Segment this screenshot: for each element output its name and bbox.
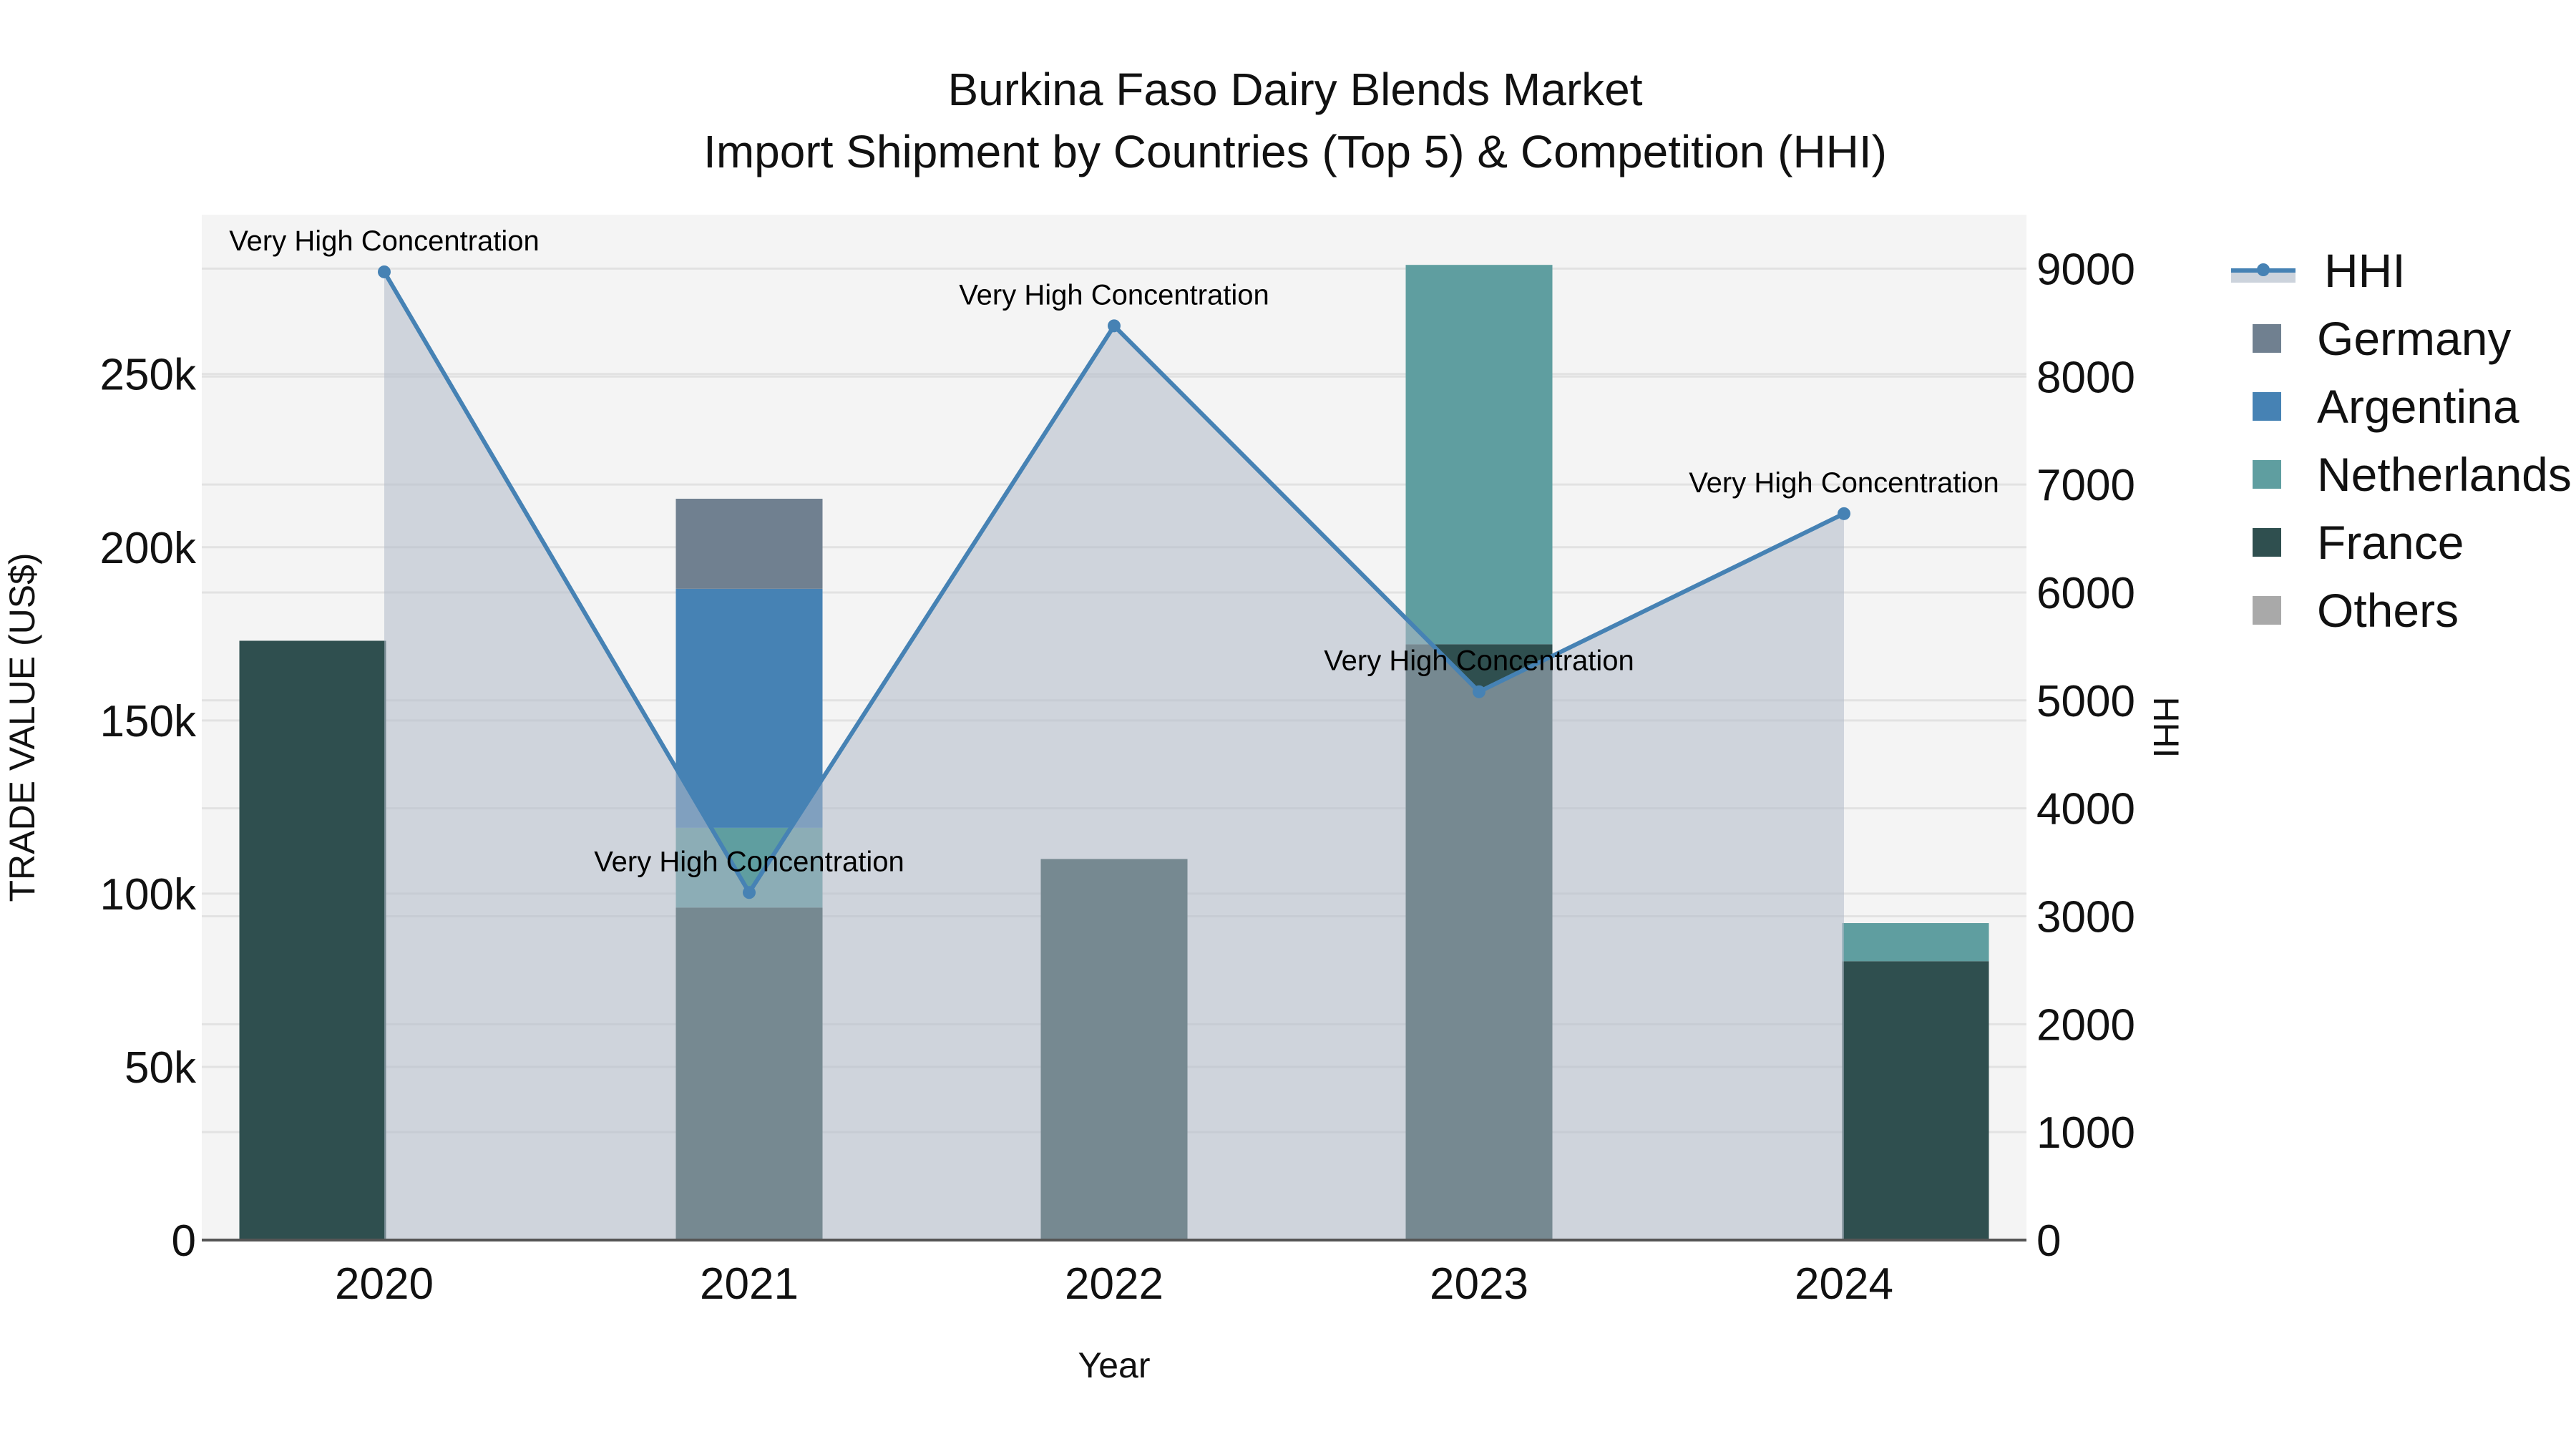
chart-title: Burkina Faso Dairy Blends Market <box>947 64 1643 115</box>
legend-item-others[interactable]: Others <box>2218 576 2572 644</box>
legend-item-hhi[interactable]: HHI <box>2218 236 2572 304</box>
legend-item-france[interactable]: France <box>2218 508 2572 576</box>
y-left-axis-title: TRADE VALUE (US$) <box>2 552 42 902</box>
y-right-tick-label: 9000 <box>2036 245 2135 294</box>
hhi-annotation: Very High Concentration <box>229 225 540 257</box>
square-swatch-icon <box>2253 459 2281 489</box>
hhi-marker[interactable] <box>378 265 391 278</box>
bar-netherlands-2023[interactable] <box>1405 265 1553 645</box>
y-right-tick-label: 3000 <box>2036 892 2135 942</box>
legend-item-germany[interactable]: Germany <box>2218 304 2572 372</box>
y-right-axis-title: HHI <box>2146 696 2186 758</box>
legend-label: France <box>2317 515 2464 569</box>
y-left-tick-label: 0 <box>172 1216 196 1266</box>
y-right-tick-label: 5000 <box>2036 677 2135 726</box>
y-right-tick-label: 2000 <box>2036 1000 2135 1050</box>
y-right-tick-label: 7000 <box>2036 461 2135 510</box>
y-right-tick-label: 6000 <box>2036 569 2135 618</box>
legend-item-argentina[interactable]: Argentina <box>2218 372 2572 440</box>
legend-label: Netherlands <box>2317 447 2572 501</box>
x-tick-label: 2024 <box>1795 1259 1893 1309</box>
y-left-tick-label: 200k <box>100 524 197 573</box>
bar-france-2020[interactable] <box>239 640 386 1240</box>
bar-argentina-2021[interactable] <box>675 588 823 828</box>
y-right-tick-label: 1000 <box>2036 1108 2135 1158</box>
square-swatch-icon <box>2253 323 2281 353</box>
chart-subtitle: Import Shipment by Countries (Top 5) & C… <box>703 126 1887 177</box>
bar-germany-2021[interactable] <box>675 498 823 589</box>
x-tick-label: 2020 <box>335 1259 434 1309</box>
y-left-tick-label: 50k <box>125 1043 197 1093</box>
x-tick-label: 2022 <box>1065 1259 1163 1309</box>
y-left-tick-label: 250k <box>100 351 197 400</box>
hhi-area <box>384 271 1844 1241</box>
square-swatch-icon <box>2253 391 2281 421</box>
legend-label: Argentina <box>2317 379 2519 433</box>
legend-label: HHI <box>2324 243 2406 297</box>
legend-label: Germany <box>2317 311 2512 365</box>
x-axis-title: Year <box>1078 1345 1150 1385</box>
line-marker-icon <box>2231 258 2296 283</box>
y-left-tick-label: 150k <box>100 697 197 746</box>
x-tick-label: 2021 <box>700 1259 799 1309</box>
bar-netherlands-2024[interactable] <box>1842 923 1989 962</box>
hhi-marker[interactable] <box>1473 685 1485 698</box>
hhi-annotation: Very High Concentration <box>594 846 904 877</box>
y-left-tick-label: 100k <box>100 870 197 919</box>
hhi-marker[interactable] <box>1838 507 1850 520</box>
hhi-marker[interactable] <box>1108 319 1121 333</box>
y-right-tick-label: 8000 <box>2036 353 2135 402</box>
x-tick-label: 2023 <box>1430 1259 1528 1309</box>
hhi-marker[interactable] <box>743 886 756 899</box>
legend: HHI Germany Argentina Netherlands France… <box>2218 236 2572 644</box>
legend-item-netherlands[interactable]: Netherlands <box>2218 440 2572 508</box>
square-swatch-icon <box>2253 527 2281 557</box>
bar-france-2024[interactable] <box>1842 961 1989 1240</box>
square-swatch-icon <box>2253 595 2281 625</box>
hhi-annotation: Very High Concentration <box>1324 645 1634 677</box>
legend-label: Others <box>2317 583 2459 637</box>
hhi-annotation: Very High Concentration <box>959 279 1269 311</box>
y-right-tick-label: 0 <box>2036 1216 2061 1266</box>
y-right-tick-label: 4000 <box>2036 785 2135 834</box>
hhi-annotation: Very High Concentration <box>1689 467 1999 499</box>
